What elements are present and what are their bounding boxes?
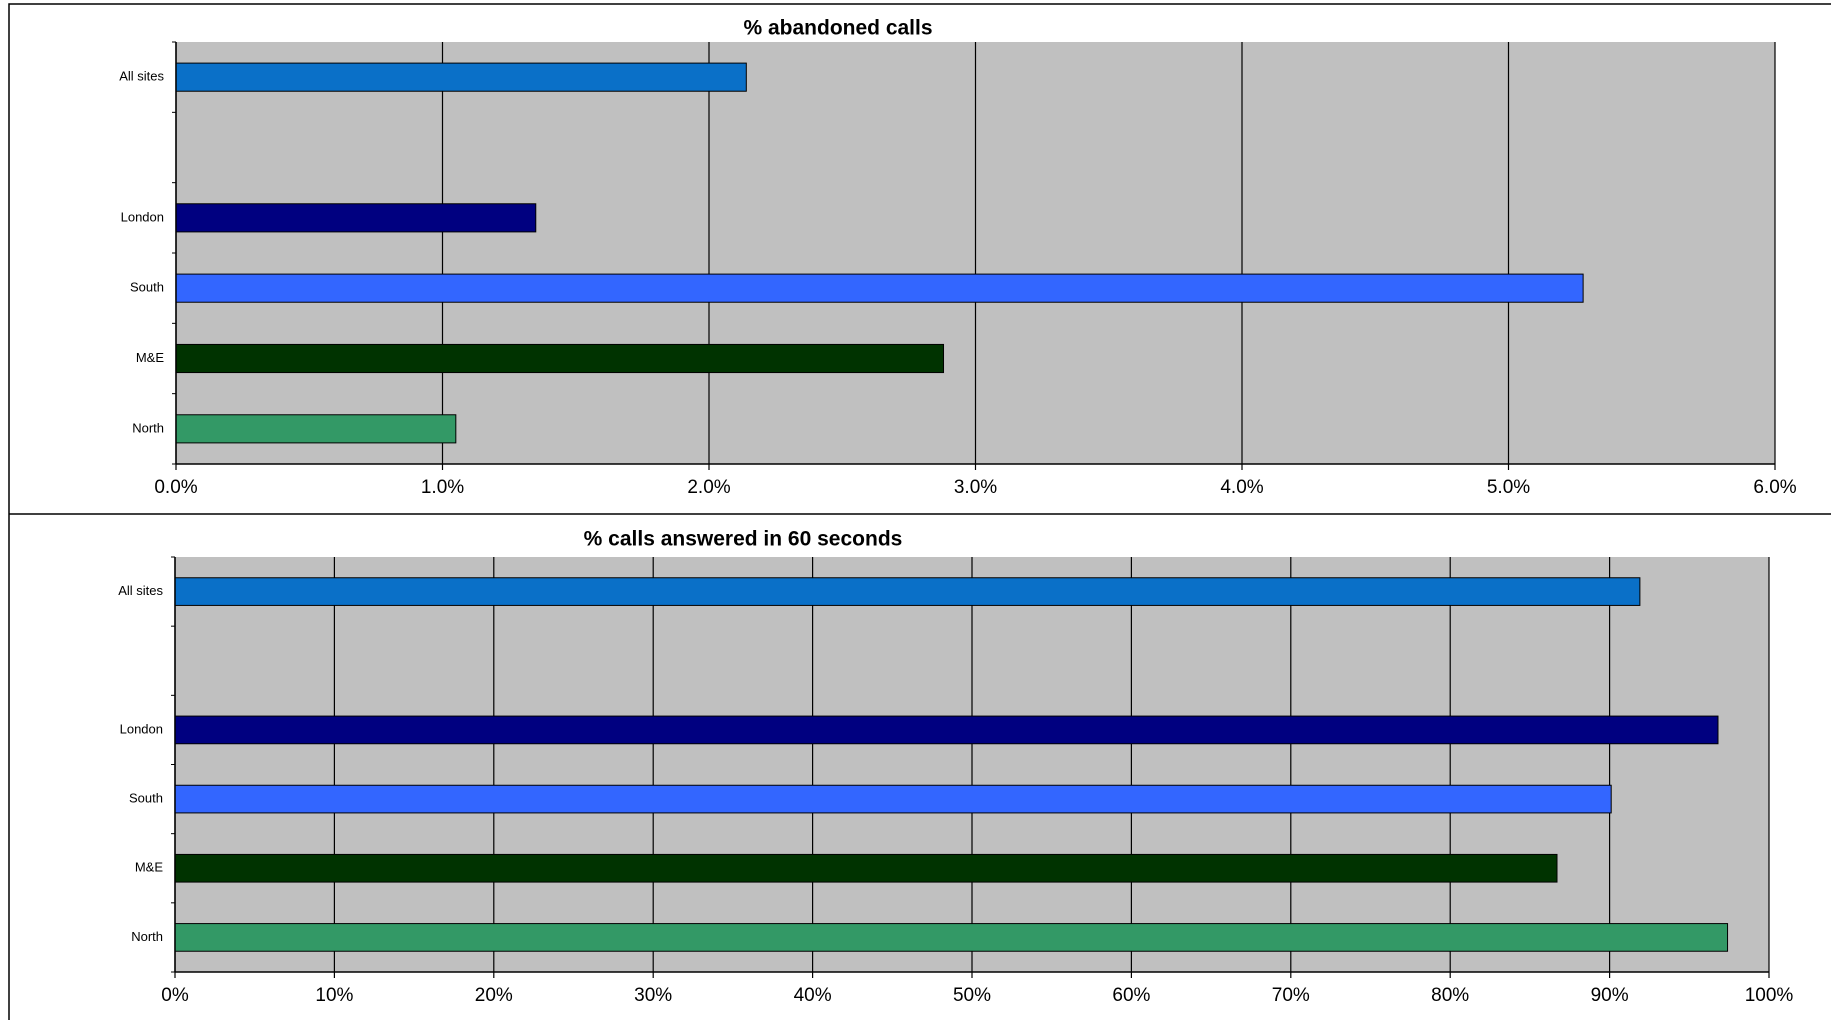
x-tick-label: 5.0% [1487, 477, 1530, 498]
chart-title: % calls answered in 60 seconds [584, 528, 903, 551]
x-tick-label: 2.0% [687, 477, 730, 498]
x-tick-label: 80% [1431, 985, 1469, 1006]
bar [174, 715, 1719, 745]
x-tick-label: 1.0% [421, 477, 464, 498]
category-label: All sites [119, 69, 164, 84]
x-tick-label: 100% [1745, 985, 1794, 1006]
x-tick-label: 90% [1591, 985, 1629, 1006]
category-label: London [121, 209, 164, 224]
category-label: All sites [118, 583, 163, 598]
x-tick-label: 20% [475, 985, 513, 1006]
chart-title: % abandoned calls [743, 17, 932, 40]
category-label: M&E [135, 860, 164, 875]
category-label: M&E [136, 350, 165, 365]
bar [175, 343, 945, 374]
bar [174, 853, 1558, 883]
category-label: South [130, 280, 164, 295]
x-tick-label: 50% [953, 985, 991, 1006]
bar [174, 784, 1612, 814]
category-label: North [131, 929, 163, 944]
bar [174, 923, 1729, 952]
x-tick-label: 6.0% [1753, 477, 1796, 498]
x-tick-label: 70% [1272, 985, 1310, 1006]
category-label: South [129, 791, 163, 806]
x-tick-label: 0.0% [154, 477, 197, 498]
bar [175, 62, 747, 92]
x-tick-label: 4.0% [1220, 477, 1263, 498]
category-label: North [132, 420, 164, 435]
x-tick-label: 0% [161, 985, 189, 1006]
x-tick-label: 3.0% [954, 477, 997, 498]
x-tick-label: 10% [315, 985, 353, 1006]
bar [175, 273, 1584, 303]
bar [174, 577, 1641, 606]
category-label: London [120, 721, 163, 736]
x-tick-label: 60% [1112, 985, 1150, 1006]
x-tick-label: 30% [634, 985, 672, 1006]
bar [175, 414, 457, 444]
x-tick-label: 40% [794, 985, 832, 1006]
bar [175, 203, 537, 233]
